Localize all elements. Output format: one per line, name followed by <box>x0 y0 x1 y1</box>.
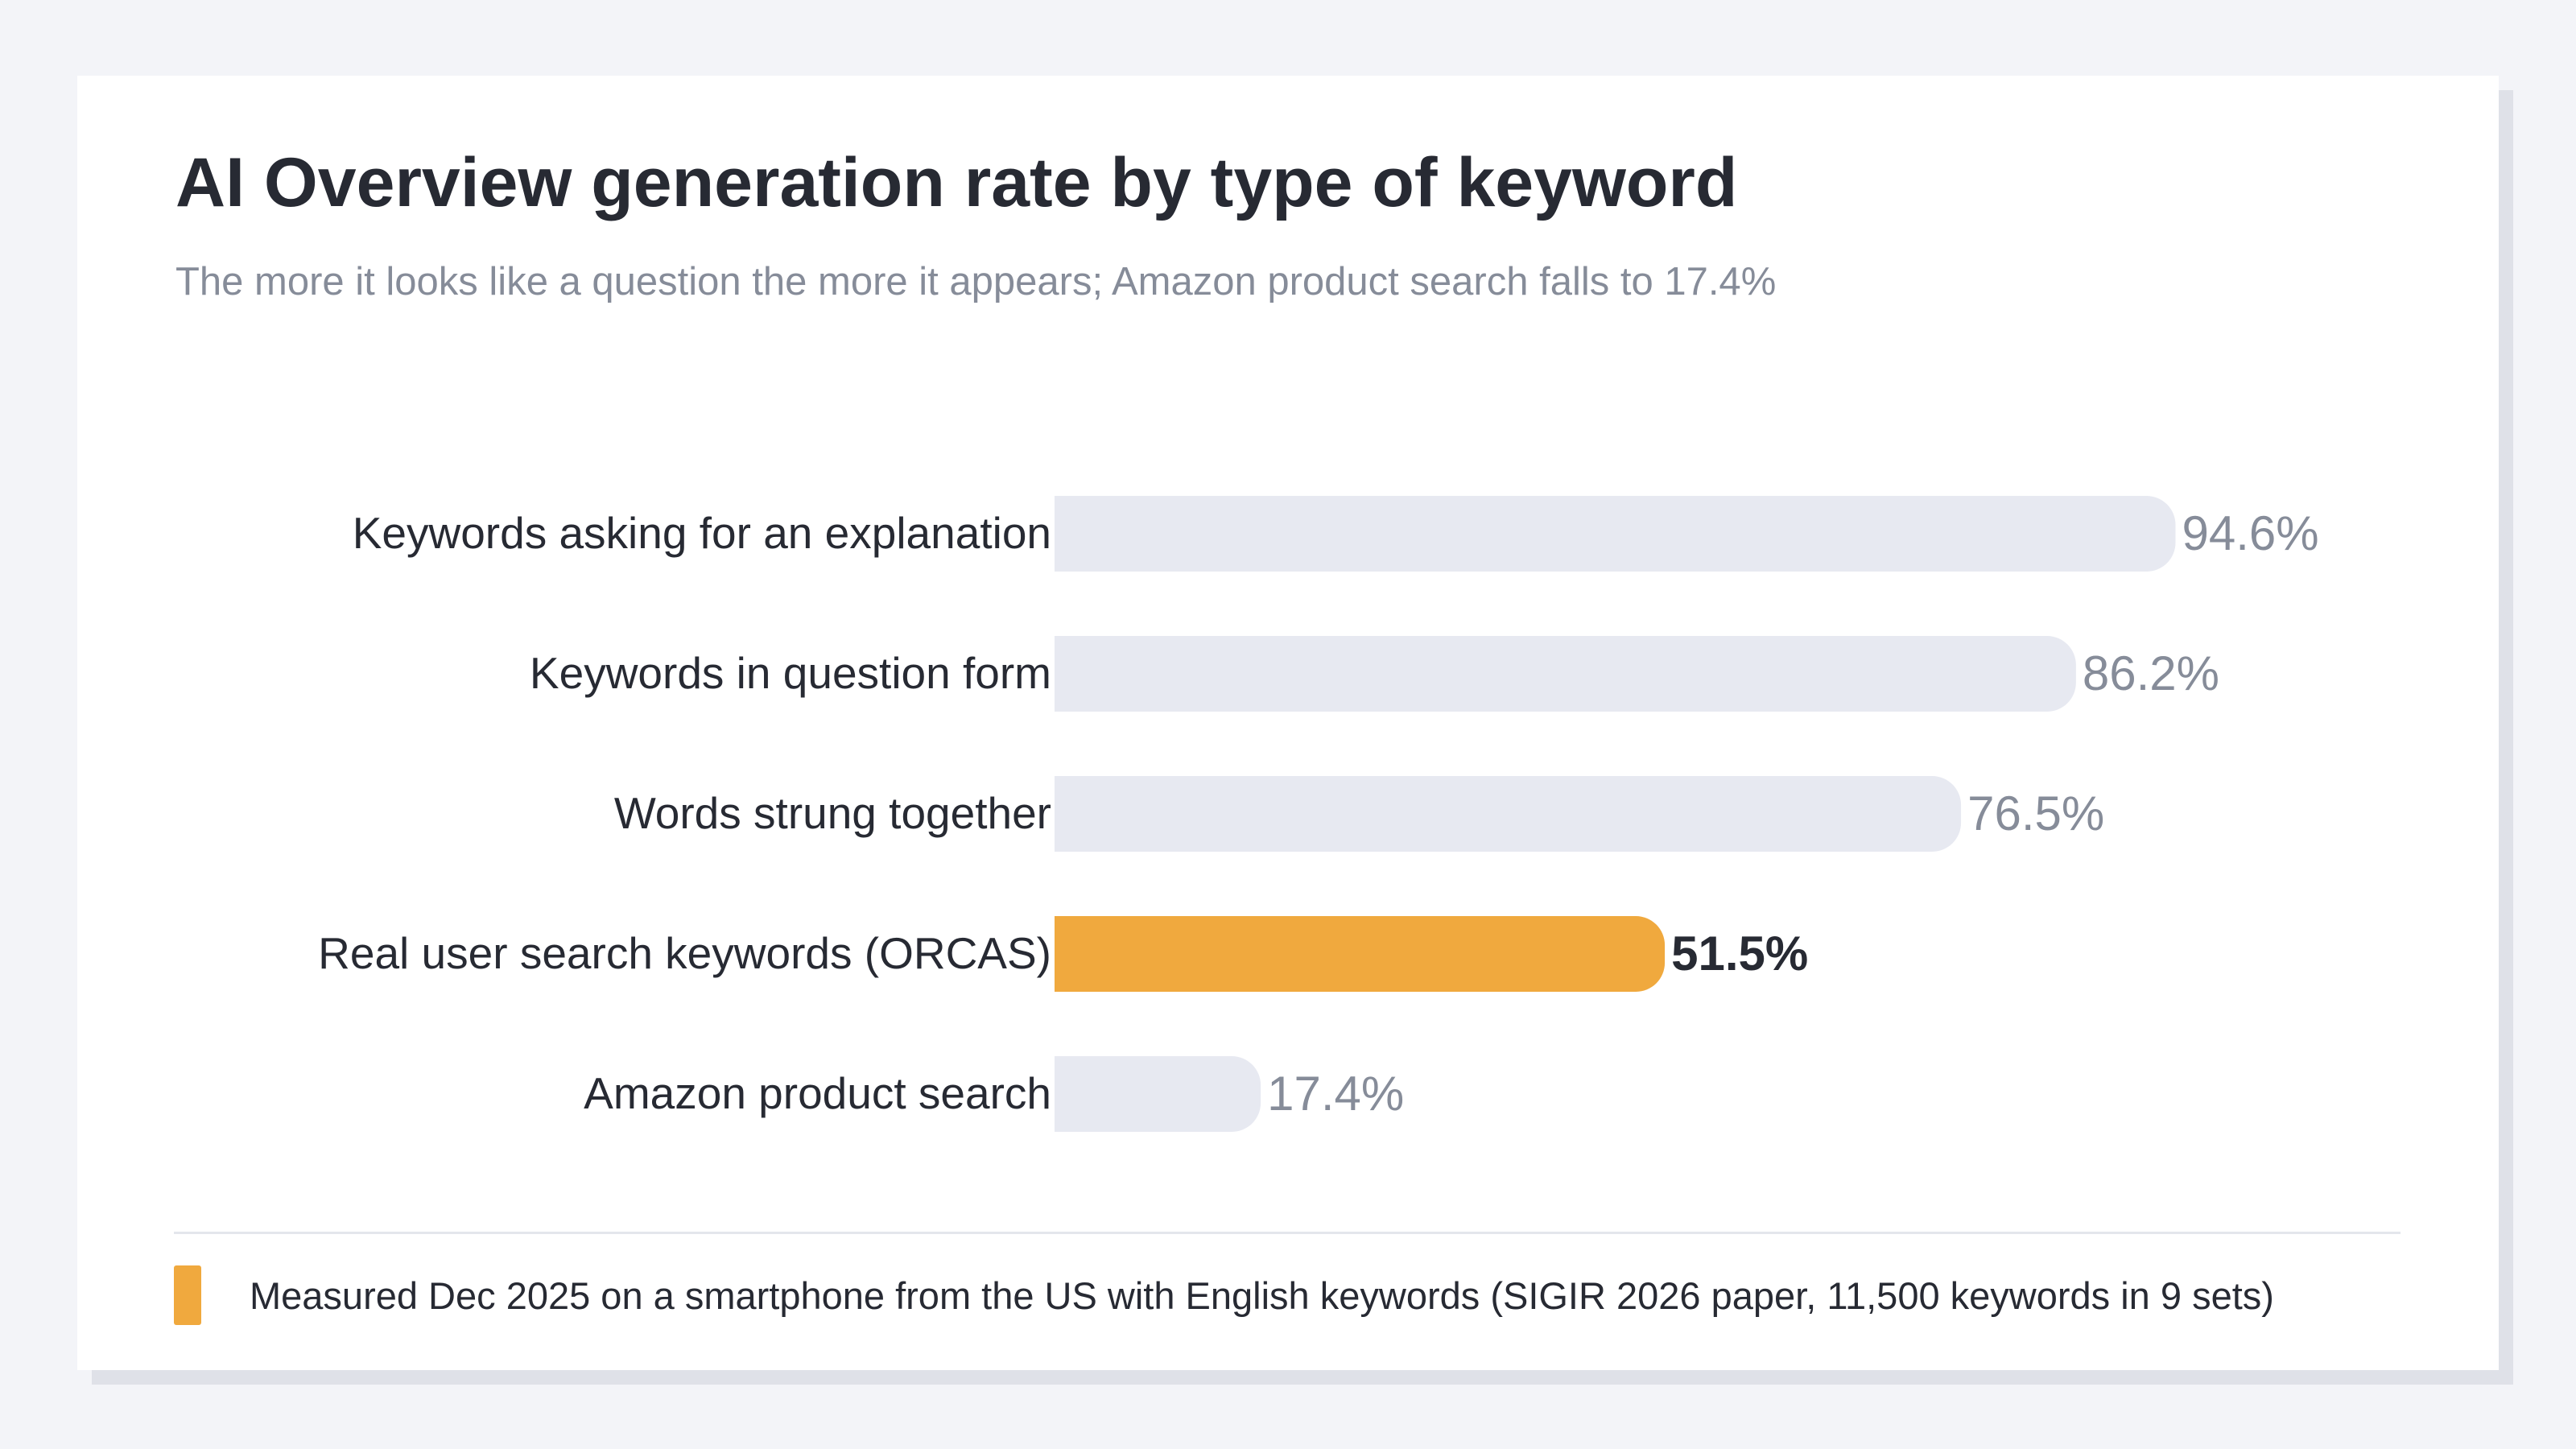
footer-divider <box>174 1232 2401 1234</box>
value-label: 86.2% <box>2083 646 2219 700</box>
bar-chart: Keywords asking for an explanation 94.6% K… <box>318 496 2319 1132</box>
bar-left-edge <box>1055 776 1087 852</box>
category-label: Amazon product search <box>584 1068 1051 1118</box>
bar <box>1055 636 2076 712</box>
highlight-legend-swatch <box>174 1265 201 1325</box>
bar <box>1055 1056 1261 1132</box>
footer-note: Measured Dec 2025 on a smartphone from t… <box>250 1274 2274 1317</box>
bar-left-edge <box>1055 1056 1087 1132</box>
value-label: 76.5% <box>1967 786 2104 840</box>
category-label: Real user search keywords (ORCAS) <box>318 928 1051 978</box>
chart-card: AI Overview generation rate by type of k… <box>77 76 2499 1370</box>
value-label: 51.5% <box>1671 927 1808 980</box>
value-label: 17.4% <box>1267 1067 1404 1121</box>
bar-left-edge <box>1055 636 1087 712</box>
bar <box>1055 776 1962 852</box>
chart-title: AI Overview generation rate by type of k… <box>175 144 1738 221</box>
category-label: Words strung together <box>614 788 1051 838</box>
category-label: Keywords asking for an explanation <box>353 508 1051 558</box>
bar-highlight <box>1055 916 1666 992</box>
value-label: 94.6% <box>2182 506 2319 560</box>
bar-left-edge <box>1055 916 1087 992</box>
category-label: Keywords in question form <box>530 648 1051 698</box>
chart-subtitle: The more it looks like a question the mo… <box>175 260 1777 303</box>
bar-left-edge <box>1055 496 1087 572</box>
bar <box>1055 496 2176 572</box>
